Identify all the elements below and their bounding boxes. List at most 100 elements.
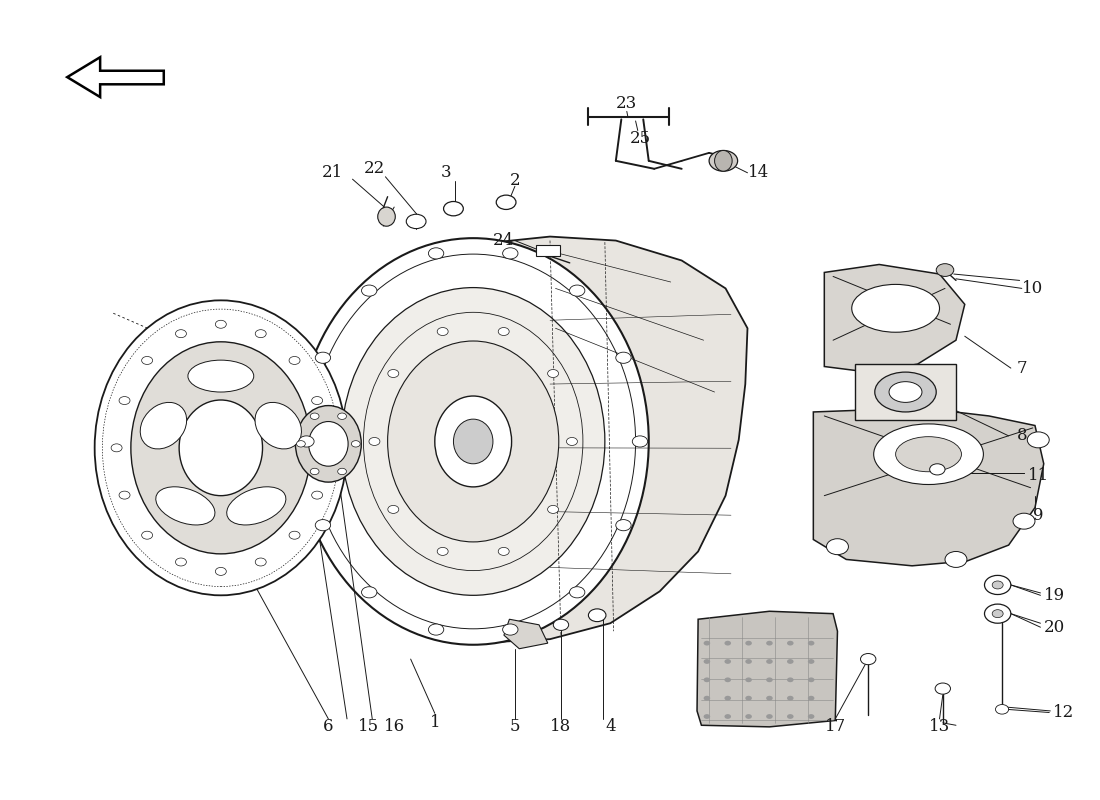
Circle shape	[746, 659, 752, 664]
Circle shape	[807, 696, 814, 701]
Text: 1: 1	[429, 714, 440, 731]
Circle shape	[299, 436, 315, 447]
Circle shape	[945, 551, 967, 567]
Circle shape	[311, 491, 322, 499]
Circle shape	[786, 714, 793, 719]
Circle shape	[310, 413, 319, 419]
Circle shape	[746, 696, 752, 701]
Circle shape	[725, 641, 732, 646]
Circle shape	[119, 491, 130, 499]
Ellipse shape	[131, 342, 311, 554]
Text: 20: 20	[1044, 618, 1065, 636]
Circle shape	[616, 519, 631, 530]
Circle shape	[316, 519, 331, 530]
Text: 23: 23	[616, 95, 637, 112]
Text: 22: 22	[364, 160, 385, 178]
Circle shape	[338, 468, 346, 474]
Text: 16: 16	[384, 718, 405, 735]
Circle shape	[297, 441, 306, 447]
Text: 5: 5	[509, 718, 520, 735]
Circle shape	[570, 586, 585, 598]
Circle shape	[428, 248, 443, 259]
Polygon shape	[697, 611, 837, 727]
Circle shape	[807, 678, 814, 682]
Circle shape	[746, 641, 752, 646]
Text: 2: 2	[509, 172, 520, 190]
Circle shape	[992, 581, 1003, 589]
Ellipse shape	[889, 382, 922, 402]
Ellipse shape	[309, 422, 348, 466]
Circle shape	[503, 248, 518, 259]
Circle shape	[216, 567, 227, 575]
Circle shape	[936, 264, 954, 277]
Circle shape	[786, 641, 793, 646]
Ellipse shape	[453, 419, 493, 464]
Text: 12: 12	[1053, 704, 1074, 721]
Circle shape	[786, 659, 793, 664]
Circle shape	[496, 195, 516, 210]
Ellipse shape	[156, 487, 214, 525]
Ellipse shape	[851, 285, 939, 332]
Circle shape	[807, 641, 814, 646]
Ellipse shape	[873, 424, 983, 485]
Circle shape	[786, 678, 793, 682]
Circle shape	[320, 444, 331, 452]
Circle shape	[725, 696, 732, 701]
Ellipse shape	[188, 360, 254, 392]
Circle shape	[142, 357, 153, 365]
Ellipse shape	[179, 400, 263, 496]
Circle shape	[570, 285, 585, 296]
Circle shape	[548, 370, 559, 378]
Bar	[536, 245, 560, 256]
Circle shape	[588, 609, 606, 622]
Text: 25: 25	[629, 130, 650, 147]
Circle shape	[437, 327, 448, 335]
Circle shape	[860, 654, 876, 665]
Circle shape	[984, 575, 1011, 594]
Circle shape	[767, 678, 772, 682]
Circle shape	[725, 659, 732, 664]
Text: 18: 18	[550, 718, 572, 735]
Text: 21: 21	[322, 164, 343, 182]
Circle shape	[142, 531, 153, 539]
Circle shape	[111, 444, 122, 452]
Polygon shape	[824, 265, 965, 372]
Circle shape	[362, 586, 377, 598]
Circle shape	[704, 641, 711, 646]
Polygon shape	[504, 619, 548, 649]
Ellipse shape	[434, 396, 512, 487]
Circle shape	[406, 214, 426, 229]
Circle shape	[746, 714, 752, 719]
Circle shape	[368, 438, 379, 446]
Circle shape	[553, 619, 569, 630]
Text: 15: 15	[359, 718, 380, 735]
Text: 3: 3	[440, 164, 451, 182]
Ellipse shape	[298, 238, 649, 645]
Circle shape	[996, 705, 1009, 714]
Circle shape	[428, 624, 443, 635]
Circle shape	[786, 696, 793, 701]
Circle shape	[704, 678, 711, 682]
Circle shape	[176, 558, 186, 566]
Circle shape	[984, 604, 1011, 623]
Circle shape	[746, 678, 752, 682]
Circle shape	[632, 436, 648, 447]
Circle shape	[289, 531, 300, 539]
Polygon shape	[813, 408, 1044, 566]
FancyBboxPatch shape	[855, 364, 956, 420]
Circle shape	[826, 538, 848, 554]
Text: 14: 14	[748, 164, 769, 182]
Text: 11: 11	[1027, 467, 1049, 484]
Circle shape	[311, 397, 322, 405]
Circle shape	[548, 506, 559, 514]
Ellipse shape	[387, 341, 559, 542]
Circle shape	[725, 714, 732, 719]
Circle shape	[216, 320, 227, 328]
Circle shape	[1013, 514, 1035, 529]
Circle shape	[119, 397, 130, 405]
Circle shape	[1027, 432, 1049, 448]
Text: 7: 7	[1016, 360, 1027, 377]
Circle shape	[437, 547, 448, 555]
Circle shape	[725, 678, 732, 682]
Circle shape	[566, 438, 578, 446]
